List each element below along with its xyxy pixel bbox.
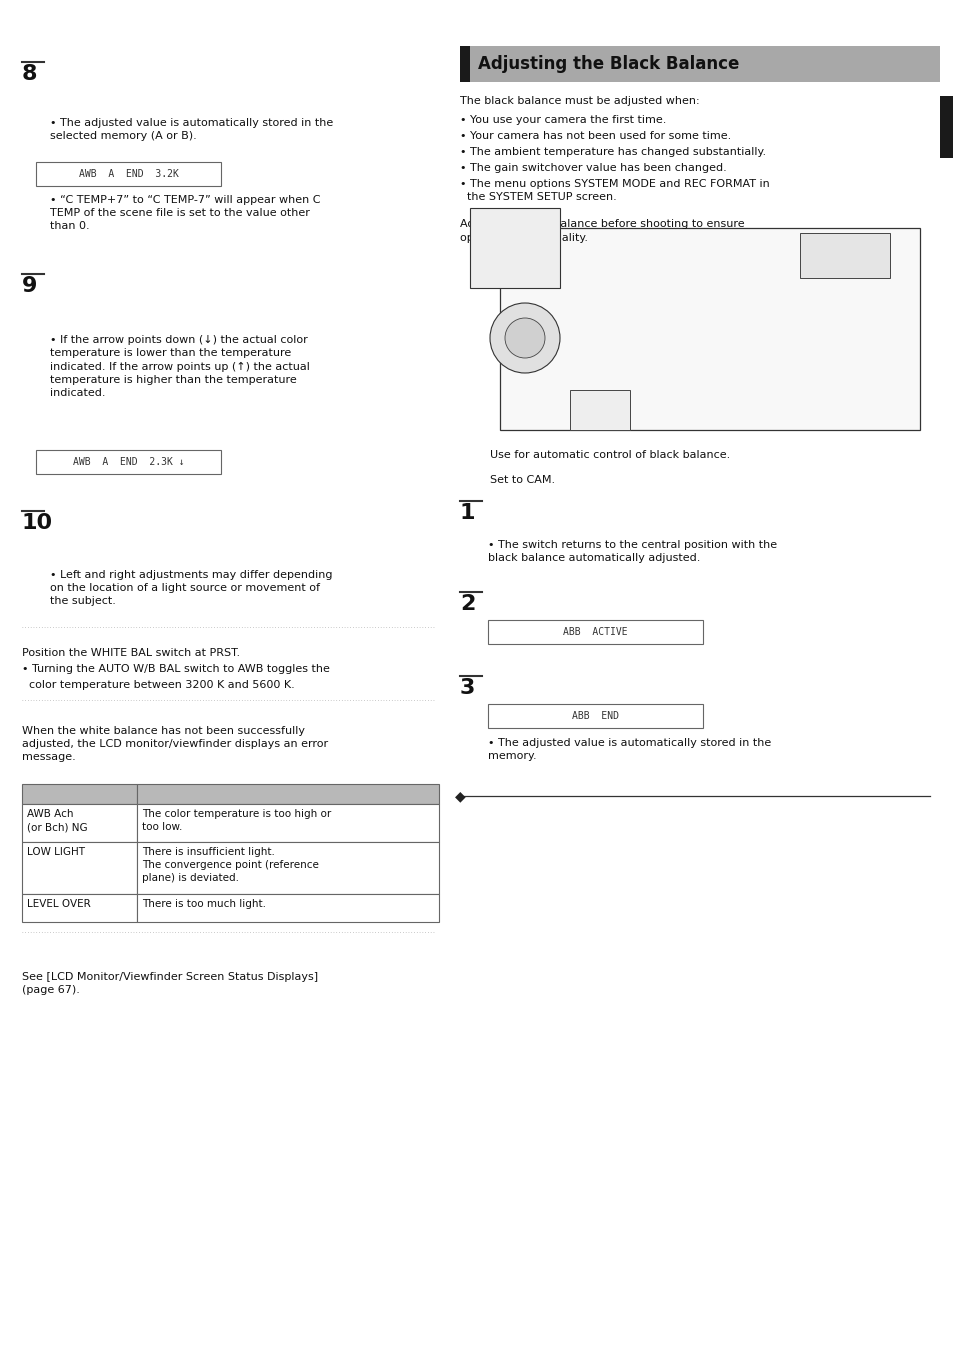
Bar: [499, 228, 919, 431]
Circle shape: [504, 319, 544, 358]
Text: LEVEL OVER: LEVEL OVER: [27, 899, 91, 909]
Text: • Turning the AUTO W/B BAL switch to AWB toggles the: • Turning the AUTO W/B BAL switch to AWB…: [22, 664, 330, 674]
Text: • The adjusted value is automatically stored in the
memory.: • The adjusted value is automatically st…: [488, 738, 770, 761]
Bar: [939, 96, 953, 158]
Text: AWB  A  END  2.3K ↓: AWB A END 2.3K ↓: [72, 458, 184, 467]
Text: Adjusting the Black Balance: Adjusting the Black Balance: [477, 55, 739, 73]
Text: The black balance must be adjusted when:: The black balance must be adjusted when:: [459, 96, 699, 107]
Bar: [137, 894, 438, 922]
Bar: [137, 805, 438, 842]
Text: • “C TEMP+7” to “C TEMP-7” will appear when C
TEMP of the scene file is set to t: • “C TEMP+7” to “C TEMP-7” will appear w…: [50, 194, 320, 231]
Bar: [36, 450, 221, 474]
Bar: [36, 162, 221, 186]
Text: There is too much light.: There is too much light.: [142, 899, 266, 909]
Bar: [22, 805, 137, 842]
Bar: [488, 620, 702, 644]
Text: There is insufficient light.
The convergence point (reference
plane) is deviated: There is insufficient light. The converg…: [142, 846, 318, 883]
Bar: [22, 842, 137, 894]
Text: When the white balance has not been successfully
adjusted, the LCD monitor/viewf: When the white balance has not been succ…: [22, 726, 328, 763]
Text: • You use your camera the first time.: • You use your camera the first time.: [459, 115, 666, 126]
Text: • The adjusted value is automatically stored in the
selected memory (A or B).: • The adjusted value is automatically st…: [50, 117, 333, 142]
Text: 3: 3: [459, 678, 475, 698]
Text: • If the arrow points down (↓) the actual color
temperature is lower than the te: • If the arrow points down (↓) the actua…: [50, 335, 310, 398]
Circle shape: [490, 302, 559, 373]
Text: Position the WHITE BAL switch at PRST.: Position the WHITE BAL switch at PRST.: [22, 648, 240, 657]
Bar: [22, 894, 137, 922]
Text: 8: 8: [22, 63, 37, 84]
Text: LOW LIGHT: LOW LIGHT: [27, 846, 85, 857]
Text: • The ambient temperature has changed substantially.: • The ambient temperature has changed su…: [459, 147, 765, 157]
Text: See [LCD Monitor/Viewfinder Screen Status Displays]
(page 67).: See [LCD Monitor/Viewfinder Screen Statu…: [22, 972, 317, 995]
Bar: [22, 784, 137, 805]
Text: color temperature between 3200 K and 5600 K.: color temperature between 3200 K and 560…: [22, 680, 294, 690]
Text: 10: 10: [22, 513, 53, 533]
Text: • The switch returns to the central position with the
black balance automaticall: • The switch returns to the central posi…: [488, 540, 777, 563]
Bar: [459, 46, 939, 82]
Bar: [137, 784, 438, 805]
Text: • The menu options SYSTEM MODE and REC FORMAT in
  the SYSTEM SETUP screen.: • The menu options SYSTEM MODE and REC F…: [459, 180, 769, 202]
Text: AWB Ach
(or Bch) NG: AWB Ach (or Bch) NG: [27, 809, 88, 832]
Bar: [488, 703, 702, 728]
Bar: [800, 234, 889, 278]
Bar: [569, 390, 629, 431]
Text: Adjust the black balance before shooting to ensure
optimum video quality.: Adjust the black balance before shooting…: [459, 219, 744, 243]
Text: The color temperature is too high or
too low.: The color temperature is too high or too…: [142, 809, 331, 832]
Text: • Left and right adjustments may differ depending
on the location of a light sou: • Left and right adjustments may differ …: [50, 570, 333, 606]
Text: Use for automatic control of black balance.: Use for automatic control of black balan…: [490, 450, 729, 460]
Text: 1: 1: [459, 504, 475, 522]
Bar: [459, 46, 470, 82]
Bar: [137, 842, 438, 894]
Text: ABB  END: ABB END: [572, 711, 618, 721]
Text: 2: 2: [459, 594, 475, 614]
Text: 9: 9: [22, 275, 37, 296]
Text: ABB  ACTIVE: ABB ACTIVE: [562, 626, 627, 637]
Text: AWB  A  END  3.2K: AWB A END 3.2K: [78, 169, 178, 180]
Text: Set to CAM.: Set to CAM.: [490, 475, 555, 485]
Bar: [470, 208, 559, 288]
Text: • Your camera has not been used for some time.: • Your camera has not been used for some…: [459, 131, 731, 140]
Text: ◆: ◆: [455, 788, 465, 803]
Text: • The gain switchover value has been changed.: • The gain switchover value has been cha…: [459, 163, 726, 173]
